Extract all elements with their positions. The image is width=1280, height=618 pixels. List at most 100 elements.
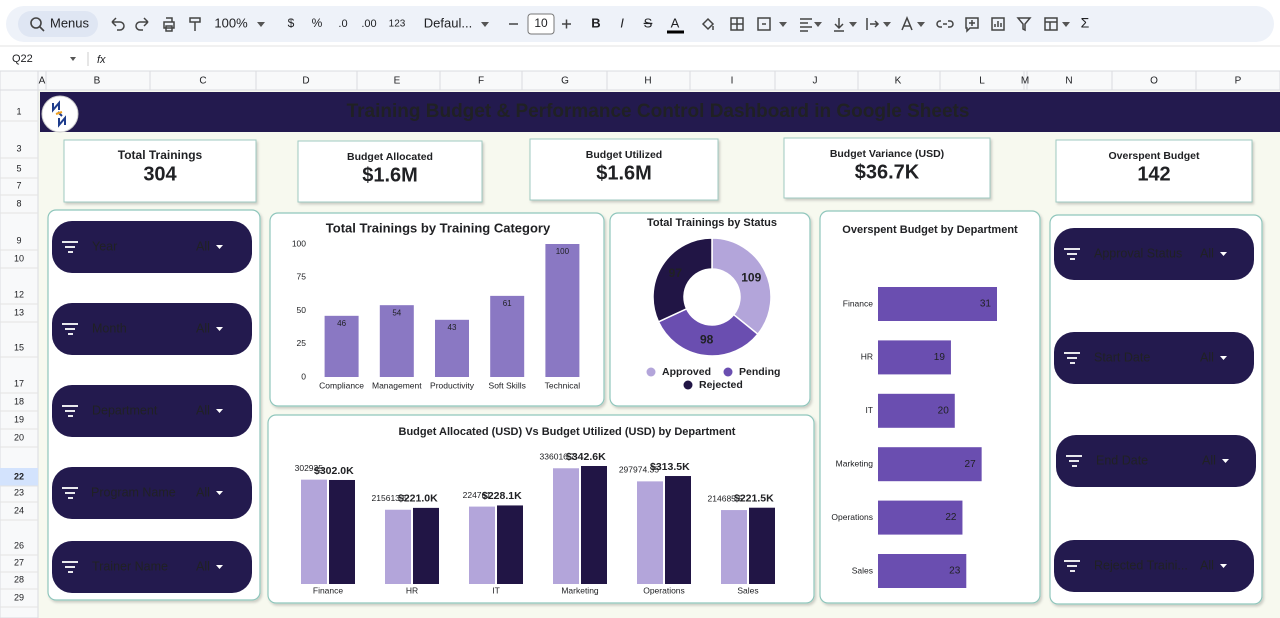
toolbar-icon[interactable] bbox=[163, 17, 175, 32]
toolbar-icon[interactable] bbox=[135, 17, 149, 31]
row-header[interactable]: 13 bbox=[14, 307, 24, 317]
toolbar-icon[interactable] bbox=[757, 17, 771, 31]
column-header[interactable]: L bbox=[979, 76, 985, 87]
toolbar-icon[interactable] bbox=[1016, 17, 1032, 32]
toolbar-icon[interactable] bbox=[834, 18, 844, 32]
row-header[interactable]: 17 bbox=[14, 378, 24, 388]
row-header[interactable]: 19 bbox=[14, 414, 24, 424]
dropdown-arrow bbox=[779, 22, 787, 27]
filter-value[interactable]: All bbox=[196, 239, 210, 253]
cell-reference[interactable]: Q22 bbox=[12, 53, 33, 65]
filter-dropdown[interactable] bbox=[52, 385, 252, 437]
row-header[interactable]: 1 bbox=[16, 106, 21, 116]
column-header[interactable]: C bbox=[199, 76, 206, 87]
filter-dropdown[interactable] bbox=[52, 467, 252, 519]
toolbar-icon[interactable] bbox=[189, 17, 201, 31]
column-header[interactable]: F bbox=[478, 76, 484, 87]
row-header[interactable]: 22 bbox=[14, 471, 24, 481]
toolbar-icon[interactable] bbox=[965, 17, 979, 33]
toolbar-icon[interactable] bbox=[1044, 17, 1058, 31]
filter-value[interactable]: All bbox=[1200, 558, 1214, 572]
row-header[interactable]: 26 bbox=[14, 540, 24, 550]
decrease-decimal-button[interactable]: .0 bbox=[338, 18, 347, 30]
toolbar-icon[interactable] bbox=[936, 20, 954, 28]
column-header[interactable]: D bbox=[302, 76, 309, 87]
filter-dropdown[interactable] bbox=[1054, 228, 1254, 280]
filter-value[interactable]: All bbox=[1202, 453, 1216, 467]
toolbar-icon[interactable] bbox=[800, 18, 812, 32]
column-header[interactable]: P bbox=[1235, 76, 1242, 87]
italic-button[interactable]: I bbox=[620, 15, 624, 30]
row-header[interactable]: 3 bbox=[16, 143, 21, 153]
row-header[interactable]: 9 bbox=[16, 235, 21, 245]
filter-label[interactable]: Rejected Traini... bbox=[1094, 558, 1188, 572]
row-header[interactable]: 28 bbox=[14, 574, 24, 584]
row-header[interactable]: 12 bbox=[14, 289, 24, 299]
filter-label[interactable]: Trainer Name bbox=[92, 559, 168, 573]
row-header[interactable]: 27 bbox=[14, 557, 24, 567]
filter-value[interactable]: All bbox=[196, 485, 210, 499]
filter-dropdown[interactable] bbox=[52, 541, 252, 593]
filter-label[interactable]: Department bbox=[92, 403, 158, 417]
strike-button[interactable]: S bbox=[644, 15, 653, 30]
row-header[interactable]: 8 bbox=[16, 198, 21, 208]
currency-button[interactable]: $ bbox=[288, 16, 295, 30]
row-header[interactable]: 7 bbox=[16, 180, 21, 190]
slice-value-label: 97 bbox=[669, 266, 683, 280]
toolbar-icon[interactable] bbox=[701, 17, 715, 31]
row-header[interactable]: 24 bbox=[14, 505, 24, 515]
filter-dropdown[interactable] bbox=[1056, 435, 1256, 487]
toolbar-icon[interactable] bbox=[901, 16, 913, 31]
bar bbox=[413, 507, 439, 584]
filter-value[interactable]: All bbox=[196, 321, 210, 335]
filter-label[interactable]: Month bbox=[92, 321, 127, 335]
search-label[interactable]: Menus bbox=[50, 15, 90, 30]
toolbar-icon[interactable] bbox=[866, 18, 880, 30]
row-header[interactable]: 23 bbox=[14, 487, 24, 497]
row-header[interactable]: 18 bbox=[14, 396, 24, 406]
column-header[interactable]: I bbox=[731, 76, 734, 87]
column-header[interactable]: N bbox=[1065, 76, 1072, 87]
filter-dropdown[interactable] bbox=[1054, 332, 1254, 384]
toolbar-icon[interactable] bbox=[730, 17, 744, 31]
percent-button[interactable]: % bbox=[312, 16, 323, 30]
bold-button[interactable]: B bbox=[591, 15, 600, 30]
filter-label[interactable]: Approval Status bbox=[1094, 246, 1182, 260]
functions-button[interactable]: Σ bbox=[1081, 15, 1090, 31]
zoom-button[interactable]: 100% bbox=[214, 15, 248, 30]
column-header[interactable]: H bbox=[644, 76, 651, 87]
row-header[interactable]: 15 bbox=[14, 342, 24, 352]
format-button[interactable]: 123 bbox=[389, 19, 406, 30]
row-header[interactable]: 10 bbox=[14, 253, 24, 263]
filter-dropdown[interactable] bbox=[52, 221, 252, 273]
filter-label[interactable]: Start Date bbox=[1094, 350, 1150, 364]
filter-value[interactable]: All bbox=[196, 559, 210, 573]
filter-value[interactable]: All bbox=[1200, 246, 1214, 260]
increase-decimal-button[interactable]: .00 bbox=[361, 18, 376, 30]
column-header[interactable]: B bbox=[94, 76, 101, 87]
text-color-button[interactable]: A bbox=[671, 15, 680, 30]
column-header[interactable]: O bbox=[1150, 76, 1158, 87]
column-header[interactable]: J bbox=[813, 76, 818, 87]
column-header[interactable]: M bbox=[1021, 76, 1029, 87]
search-box[interactable] bbox=[18, 11, 98, 37]
row-header[interactable]: 5 bbox=[16, 163, 21, 173]
filter-dropdown[interactable] bbox=[1054, 540, 1254, 592]
toolbar-icon[interactable] bbox=[991, 17, 1005, 31]
filter-value[interactable]: All bbox=[196, 403, 210, 417]
bar-value-label: 215613.5 bbox=[372, 493, 408, 503]
column-header[interactable]: E bbox=[394, 76, 401, 87]
filter-value[interactable]: All bbox=[1200, 350, 1214, 364]
row-header[interactable]: 29 bbox=[14, 592, 24, 602]
filter-label[interactable]: Program Name bbox=[91, 485, 176, 499]
filter-label[interactable]: Year bbox=[92, 239, 117, 253]
filter-label[interactable]: End Date bbox=[1096, 453, 1148, 467]
column-header[interactable]: A bbox=[39, 76, 46, 87]
font-button[interactable]: Defaul... bbox=[424, 15, 472, 30]
row-header[interactable]: 20 bbox=[14, 432, 24, 442]
kpi-card bbox=[297, 140, 483, 203]
toolbar-icon[interactable] bbox=[111, 17, 125, 31]
column-header[interactable]: G bbox=[561, 76, 569, 87]
column-header[interactable]: K bbox=[895, 76, 902, 87]
filter-dropdown[interactable] bbox=[52, 303, 252, 355]
